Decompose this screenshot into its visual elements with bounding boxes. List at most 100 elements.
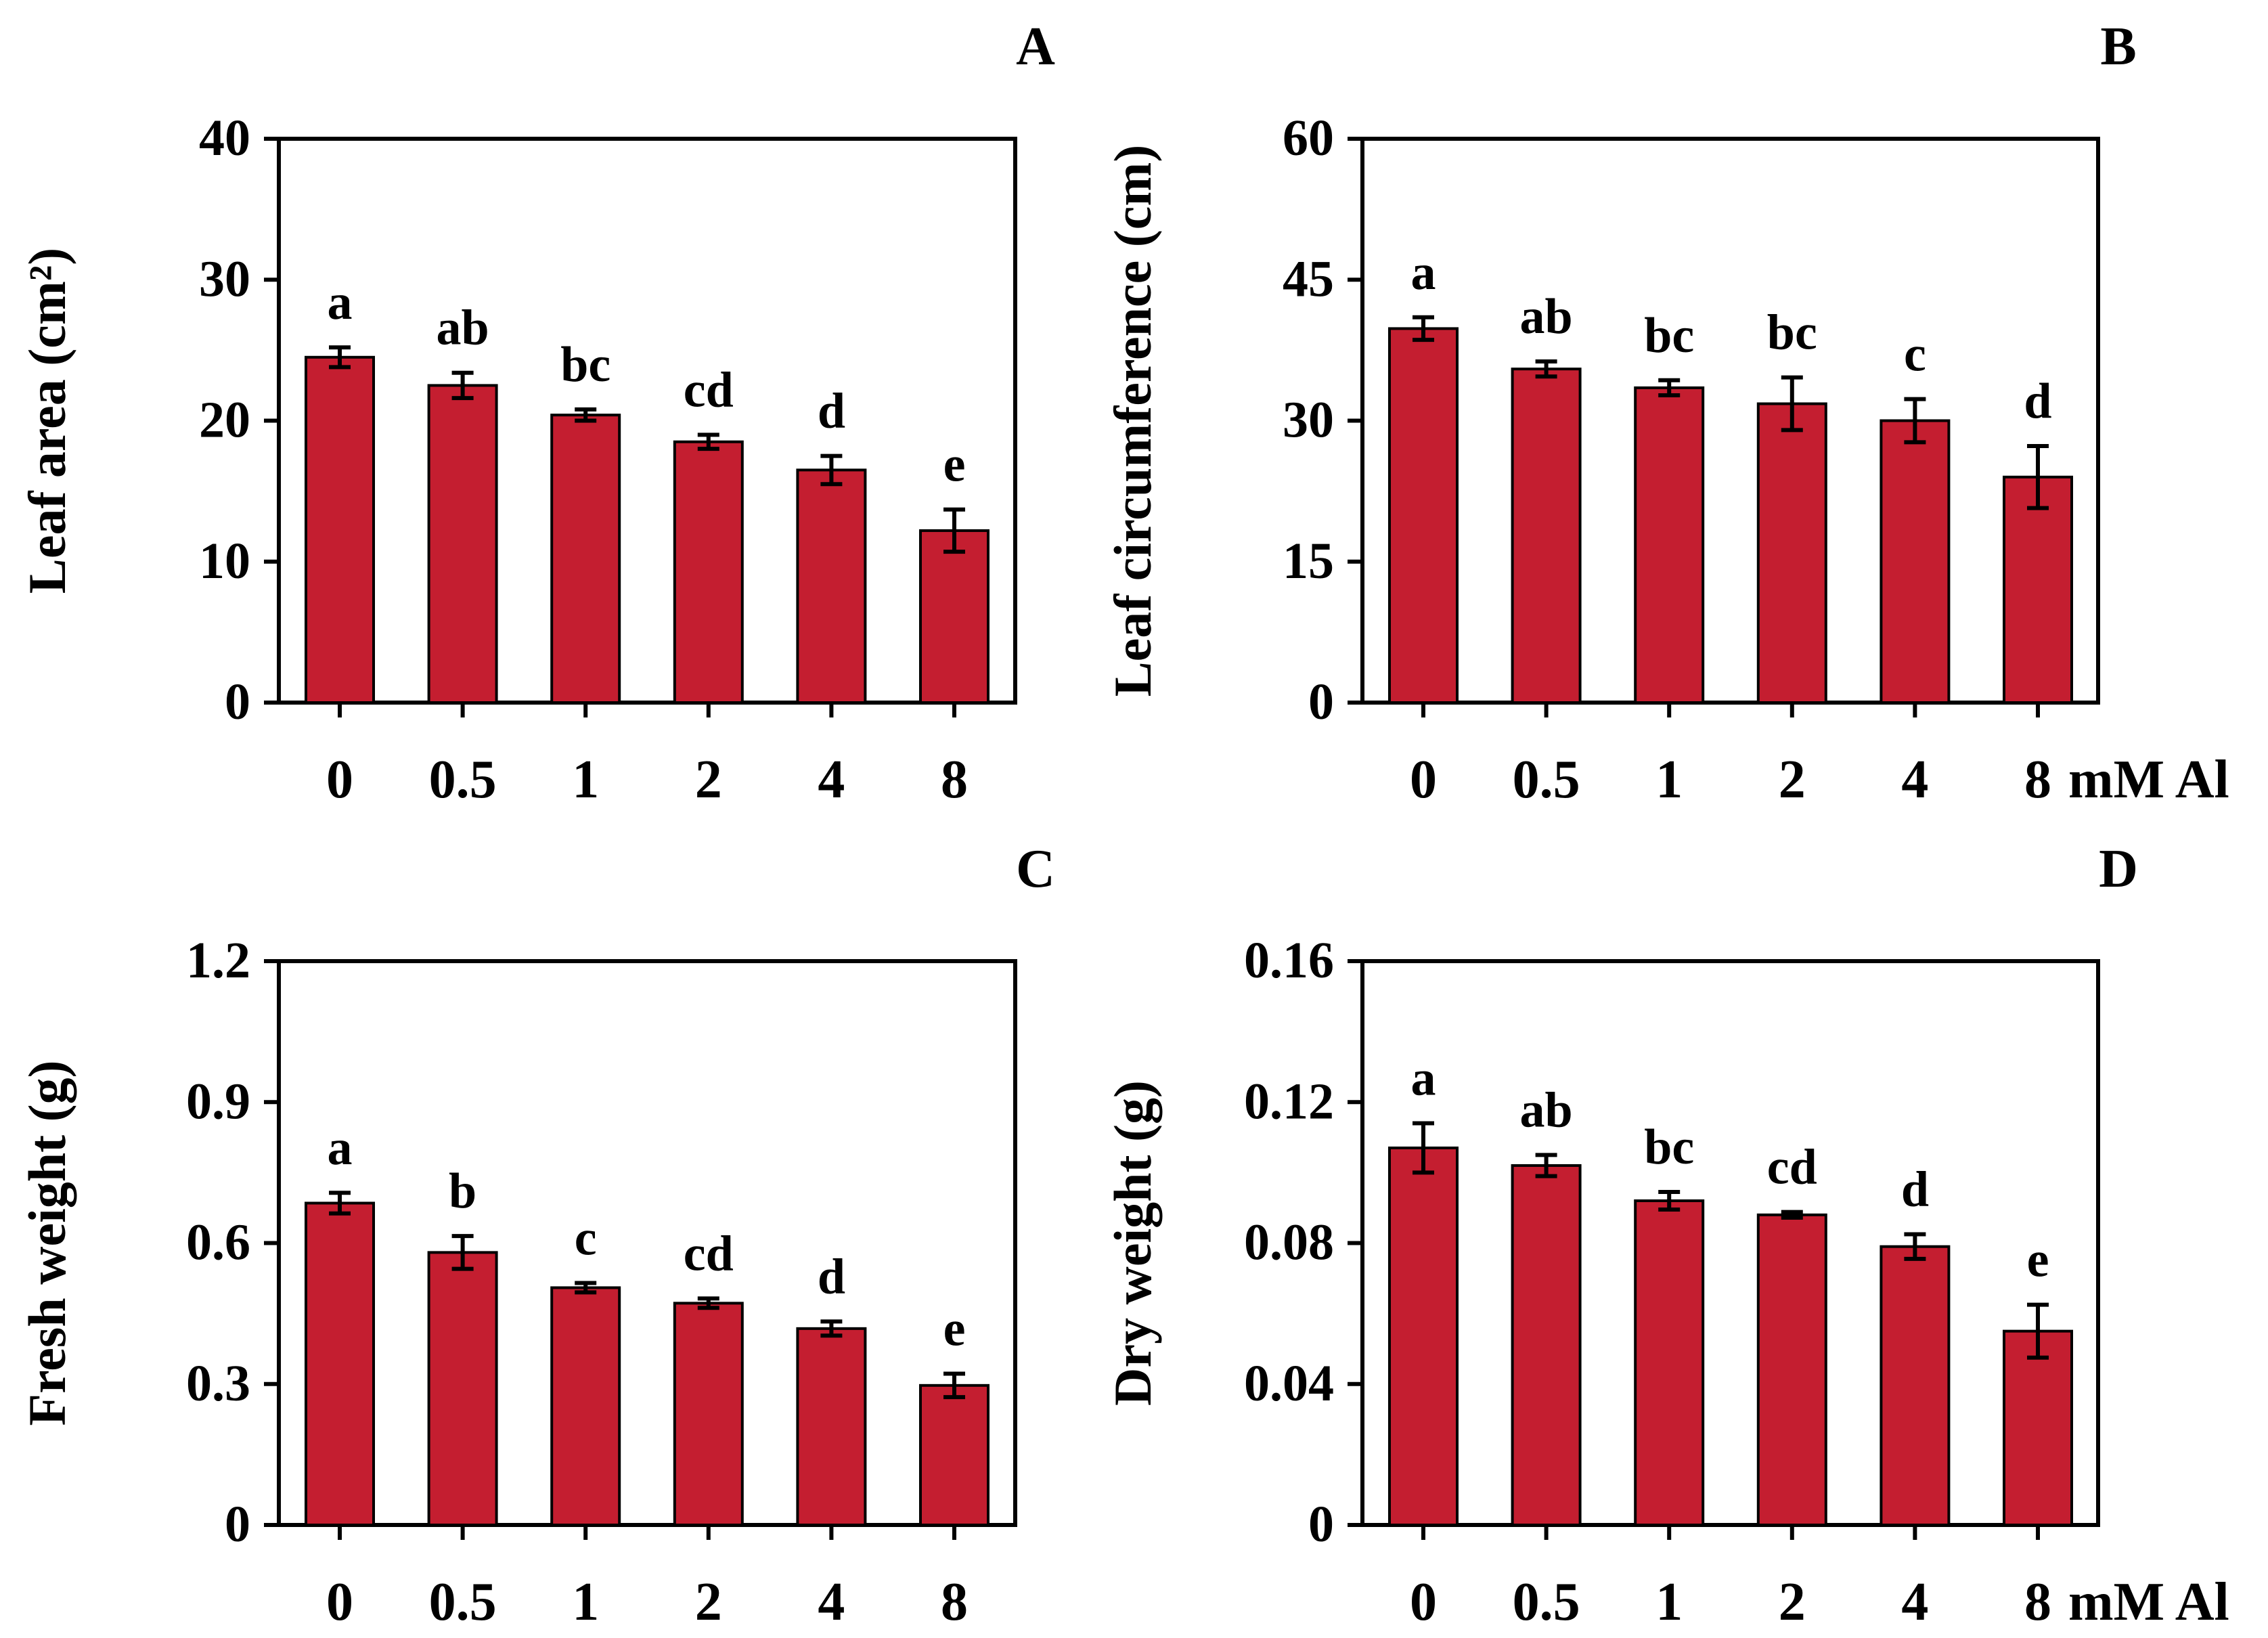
x-tick-label: 0.5 bbox=[1513, 750, 1580, 810]
y-tick-label: 20 bbox=[199, 392, 250, 449]
x-tick-label: 0 bbox=[326, 1572, 353, 1632]
plot-frame bbox=[1360, 137, 2100, 705]
significance-letter: c bbox=[1904, 327, 1926, 382]
x-tick-label: 1 bbox=[1655, 1572, 1683, 1632]
panel-label: D bbox=[2099, 839, 2138, 899]
bar bbox=[919, 1384, 990, 1527]
y-tick-label: 1.2 bbox=[186, 932, 250, 989]
x-unit-label: mM Al bbox=[2068, 750, 2229, 810]
significance-letter: c bbox=[575, 1211, 597, 1266]
x-tick-label: 0 bbox=[1410, 750, 1437, 810]
y-tick-label: 0.16 bbox=[1244, 932, 1334, 989]
plot-frame bbox=[1360, 959, 2100, 1527]
y-tick-label: 10 bbox=[199, 533, 250, 590]
y-tick-label: 0 bbox=[225, 673, 250, 730]
plot-frame bbox=[277, 137, 1017, 705]
significance-letter: bc bbox=[1644, 1120, 1694, 1175]
bar bbox=[1634, 386, 1705, 704]
panel-label: A bbox=[1016, 17, 1055, 76]
significance-letter: ab bbox=[1520, 1082, 1573, 1138]
significance-letter: bc bbox=[1767, 305, 1817, 361]
x-tick-label: 0.5 bbox=[429, 750, 497, 810]
y-tick-label: 0 bbox=[1308, 1496, 1334, 1553]
bar bbox=[427, 384, 498, 704]
x-tick-label: 0 bbox=[1410, 1572, 1437, 1632]
y-tick-label: 0 bbox=[225, 1496, 250, 1553]
significance-letter: d bbox=[818, 1249, 845, 1304]
y-tick-label: 0.04 bbox=[1244, 1355, 1334, 1412]
significance-letter: d bbox=[2024, 374, 2051, 429]
bar bbox=[1756, 1213, 1827, 1526]
panel-a: 0 10 20 30 40 Leaf area (cm²) A 0 a 0.5 ab 1 bc 2 cd 4 d… bbox=[18, 17, 1055, 810]
bar bbox=[2003, 475, 2073, 704]
bar bbox=[427, 1251, 498, 1526]
y-tick-label: 45 bbox=[1283, 250, 1334, 307]
bar bbox=[305, 355, 375, 704]
bar bbox=[796, 1327, 867, 1527]
x-unit-label: mM Al bbox=[2068, 1572, 2229, 1632]
panel-d: 0 0.04 0.08 0.12 0.16 Dry weight (g) D 0 a 0.5 ab 1… bbox=[1103, 839, 2229, 1632]
bar bbox=[1511, 1164, 1582, 1526]
y-tick-label: 0 bbox=[1308, 673, 1334, 730]
x-tick-label: 0.5 bbox=[1513, 1572, 1580, 1632]
significance-letter: ab bbox=[1520, 289, 1573, 345]
bar bbox=[1511, 368, 1582, 704]
significance-letter: e bbox=[943, 1301, 966, 1356]
y-tick-label: 0.12 bbox=[1244, 1073, 1334, 1130]
x-tick-label: 8 bbox=[941, 1572, 968, 1632]
bar bbox=[1880, 1245, 1951, 1527]
x-tick-label: 2 bbox=[1779, 750, 1806, 810]
y-axis-label: Leaf circumference (cm) bbox=[1103, 145, 1162, 697]
significance-letter: bc bbox=[1644, 308, 1694, 363]
bar bbox=[550, 414, 621, 704]
y-tick-label: 15 bbox=[1283, 533, 1334, 590]
bar bbox=[673, 1302, 744, 1527]
bar bbox=[1388, 327, 1459, 704]
panel-b: 0 15 30 45 60 Leaf circumference (cm) B 0 a 0.5 ab… bbox=[1103, 17, 2229, 810]
significance-letter: cd bbox=[1767, 1140, 1817, 1195]
x-tick-label: 4 bbox=[1901, 1572, 1928, 1632]
plot-frame bbox=[277, 959, 1017, 1527]
significance-letter: d bbox=[1901, 1161, 1929, 1217]
bar bbox=[1634, 1199, 1705, 1527]
bar bbox=[2003, 1329, 2073, 1526]
panel-label: C bbox=[1016, 839, 1055, 899]
significance-letter: a bbox=[1411, 1050, 1436, 1106]
bar bbox=[796, 468, 867, 704]
bar bbox=[1756, 402, 1827, 704]
x-tick-label: 4 bbox=[818, 750, 845, 810]
significance-letter: bc bbox=[560, 337, 610, 393]
x-tick-label: 2 bbox=[1779, 1572, 1806, 1632]
significance-letter: cd bbox=[684, 362, 734, 418]
x-tick-label: 0 bbox=[326, 750, 353, 810]
bar bbox=[550, 1286, 621, 1526]
x-tick-label: 8 bbox=[941, 750, 968, 810]
bar bbox=[305, 1201, 375, 1527]
y-axis-label: Fresh weight (g) bbox=[18, 1060, 76, 1425]
x-tick-label: 2 bbox=[695, 1572, 722, 1632]
significance-letter: a bbox=[328, 1120, 353, 1176]
x-tick-label: 1 bbox=[572, 750, 599, 810]
x-tick-label: 1 bbox=[572, 1572, 599, 1632]
x-tick-label: 8 bbox=[2024, 1572, 2051, 1632]
y-tick-label: 0.08 bbox=[1244, 1214, 1334, 1271]
significance-letter: e bbox=[2027, 1233, 2049, 1288]
bar bbox=[1880, 419, 1951, 704]
y-tick-label: 30 bbox=[1283, 392, 1334, 449]
x-tick-label: 4 bbox=[1901, 750, 1928, 810]
significance-letter: cd bbox=[684, 1226, 734, 1281]
y-tick-label: 40 bbox=[199, 110, 250, 167]
y-axis-label: Dry weight (g) bbox=[1103, 1080, 1162, 1406]
panel-label: B bbox=[2100, 17, 2136, 76]
bar bbox=[1388, 1146, 1459, 1526]
bar bbox=[919, 529, 990, 704]
y-tick-label: 0.3 bbox=[186, 1355, 250, 1412]
x-tick-label: 2 bbox=[695, 750, 722, 810]
x-tick-label: 4 bbox=[818, 1572, 845, 1632]
significance-letter: d bbox=[818, 384, 845, 439]
x-tick-label: 8 bbox=[2024, 750, 2051, 810]
y-axis-label: Leaf area (cm²) bbox=[18, 248, 76, 594]
panel-c: 0 0.3 0.6 0.9 1.2 Fresh weight (g) C 0 a 0.5 b 1 c 2 c… bbox=[18, 839, 1055, 1632]
y-tick-label: 0.9 bbox=[186, 1073, 250, 1130]
